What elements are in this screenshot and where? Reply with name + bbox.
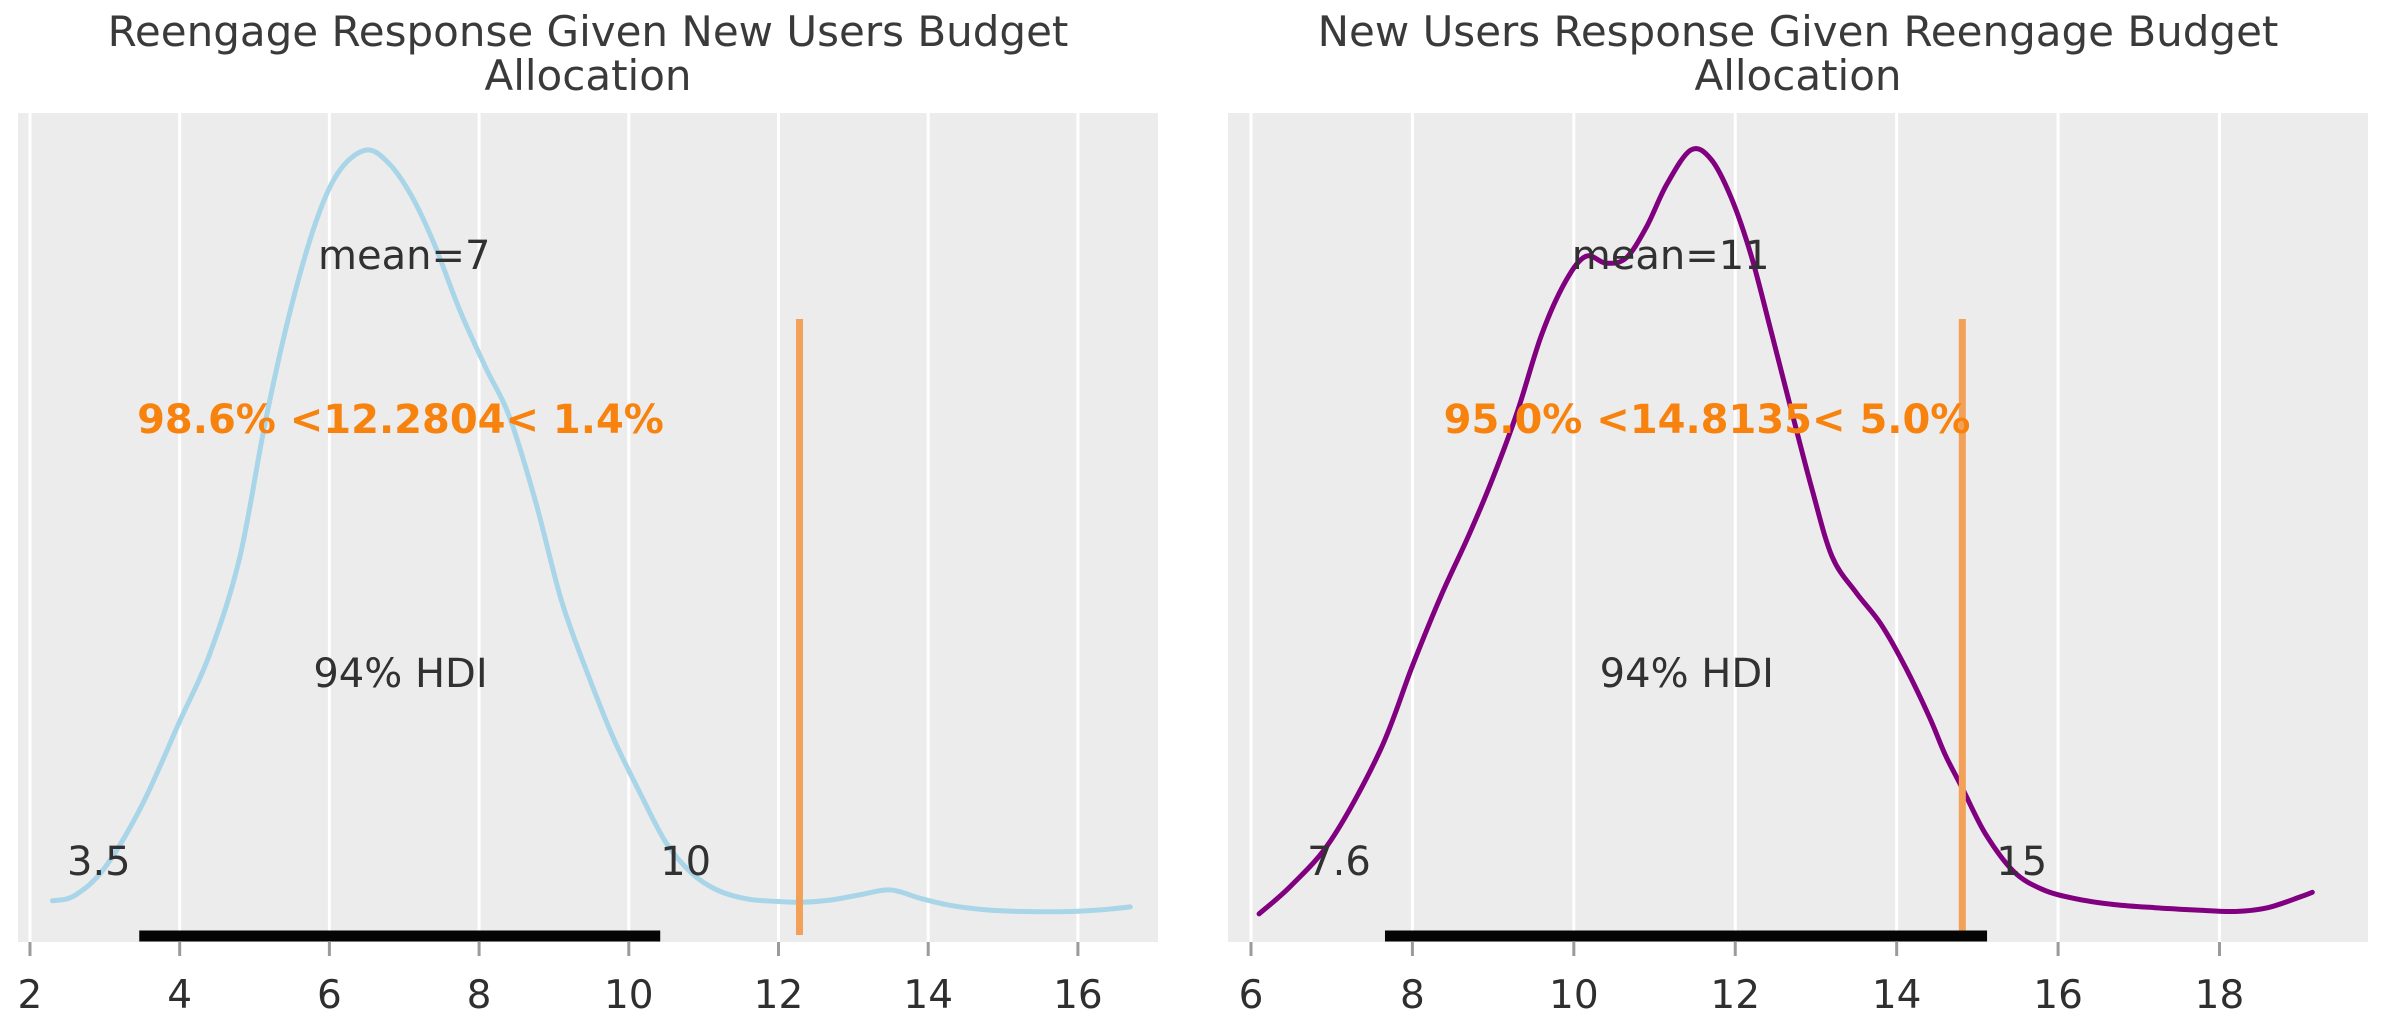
x-tick-label: 18 <box>2195 973 2245 1018</box>
mean-label: mean=11 <box>1572 233 1770 279</box>
ref-value-text: 95.0% <14.8135< 5.0% <box>1444 397 1971 443</box>
panel-background-right <box>1228 113 2368 942</box>
x-tick-label: 10 <box>604 973 654 1018</box>
x-tick-label: 16 <box>1053 973 1103 1018</box>
hdi-hi-label: 10 <box>660 839 711 885</box>
x-tick-label: 4 <box>167 973 192 1018</box>
x-tick-label: 6 <box>317 973 342 1018</box>
kde-curve-right <box>1256 146 2315 917</box>
panel-background-left <box>18 113 1158 942</box>
x-tick-label: 12 <box>1710 973 1760 1018</box>
hdi-lo-label: 7.6 <box>1307 839 1371 885</box>
x-tick-label: 16 <box>2033 973 2083 1018</box>
x-tick-label: 6 <box>1239 973 1264 1018</box>
plot-title-line1: New Users Response Given Reengage Budget <box>1318 7 2279 56</box>
ref-value-text: 98.6% <12.2804< 1.4% <box>137 397 664 443</box>
x-tick-label: 14 <box>903 973 953 1018</box>
hdi-lo-label: 3.5 <box>67 839 131 885</box>
hdi-hi-label: 15 <box>1996 839 2047 885</box>
plot-title-line2: Allocation <box>484 51 691 100</box>
hdi-label: 94% HDI <box>313 651 487 697</box>
x-tick-label: 2 <box>18 973 43 1018</box>
kde-curve-left <box>49 147 1133 915</box>
x-tick-label: 8 <box>1400 973 1425 1018</box>
plot-title-line1: Reengage Response Given New Users Budget <box>108 7 1069 56</box>
x-tick-label: 14 <box>1872 973 1922 1018</box>
x-tick-label: 10 <box>1549 973 1599 1018</box>
x-tick-label: 12 <box>754 973 804 1018</box>
mean-label: mean=7 <box>318 233 490 279</box>
x-tick-label: 8 <box>467 973 492 1018</box>
hdi-label: 94% HDI <box>1600 651 1774 697</box>
plot-title-line2: Allocation <box>1694 51 1901 100</box>
